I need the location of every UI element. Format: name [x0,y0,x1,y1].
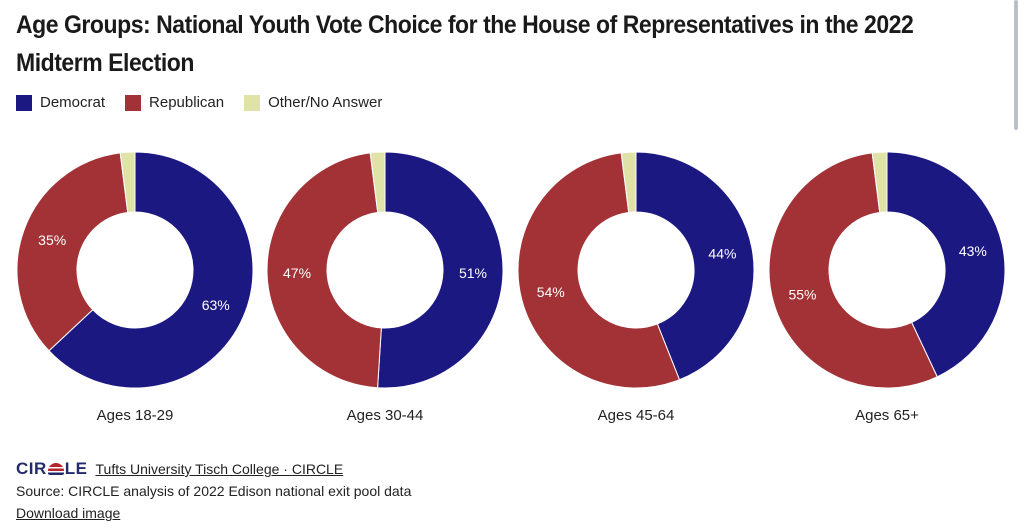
scrollbar[interactable] [1014,0,1018,130]
slice-ages-65-republican[interactable] [768,152,938,389]
slice-ages-30-44-democrat[interactable] [377,151,504,389]
slice-ages-30-44-republican[interactable] [266,152,382,389]
data-label-ages-30-44-republican: 47% [283,265,311,281]
credit-link[interactable]: Tufts University Tisch College · CIRCLE [95,461,344,477]
group-label-ages-18-29: Ages 18-29 [97,407,174,424]
circle-logo: CIR LE [16,459,88,478]
slice-ages-18-29-democrat[interactable] [48,151,254,389]
legend-label-democrat: Democrat [40,94,106,111]
slice-ages-45-64-democrat[interactable] [635,151,755,381]
legend-item-democrat[interactable]: Democrat [16,94,105,111]
credit-row: CIR LE Tufts University Tisch College · C… [16,458,411,480]
data-label-ages-45-64-republican: 54% [537,284,565,300]
data-label-ages-18-29-democrat: 63% [202,297,230,313]
download-image-link[interactable]: Download image [16,505,121,521]
slice-ages-65-other-no-answer[interactable] [871,151,888,214]
slice-ages-45-64-republican[interactable] [517,152,681,389]
legend-swatch-other [244,94,261,111]
data-label-ages-30-44-democrat: 51% [459,265,487,281]
data-label-ages-45-64-democrat: 44% [708,246,736,262]
data-label-ages-18-29-republican: 35% [38,232,66,248]
donut-charts: 63% 35% Ages 18-29 51% 47% Ages 30-44 44% 54% Ag… [16,151,1006,424]
slice-ages-65-democrat[interactable] [886,151,1006,378]
data-label-ages-65-republican: 55% [788,287,816,303]
legend-item-republican[interactable]: Republican [125,94,224,111]
chart-title: Age Groups: National Youth Vote Choice f… [16,11,914,77]
group-label-ages-30-44: Ages 30-44 [347,407,424,424]
legend-swatch-democrat [16,94,32,111]
slice-ages-18-29-republican[interactable] [16,152,129,352]
legend-label-other: Other/No Answer [268,94,383,111]
group-label-ages-65: Ages 65+ [855,407,919,424]
source-note: Source: CIRCLE analysis of 2022 Edison n… [16,483,412,499]
footer: CIR LE Tufts University Tisch College · C… [16,458,411,524]
slice-ages-18-29-other-no-answer[interactable] [119,151,136,214]
slice-ages-45-64-other-no-answer[interactable] [620,151,637,214]
data-label-ages-65-democrat: 43% [959,243,987,259]
legend: Democrat Republican Other/No Answer [16,94,382,111]
legend-label-republican: Republican [149,94,225,111]
group-label-ages-45-64: Ages 45-64 [598,407,675,424]
circle-logo-mark [47,463,64,475]
legend-swatch-republican [125,94,142,111]
legend-item-other[interactable]: Other/No Answer [244,94,382,111]
slice-ages-30-44-other-no-answer[interactable] [369,151,386,214]
